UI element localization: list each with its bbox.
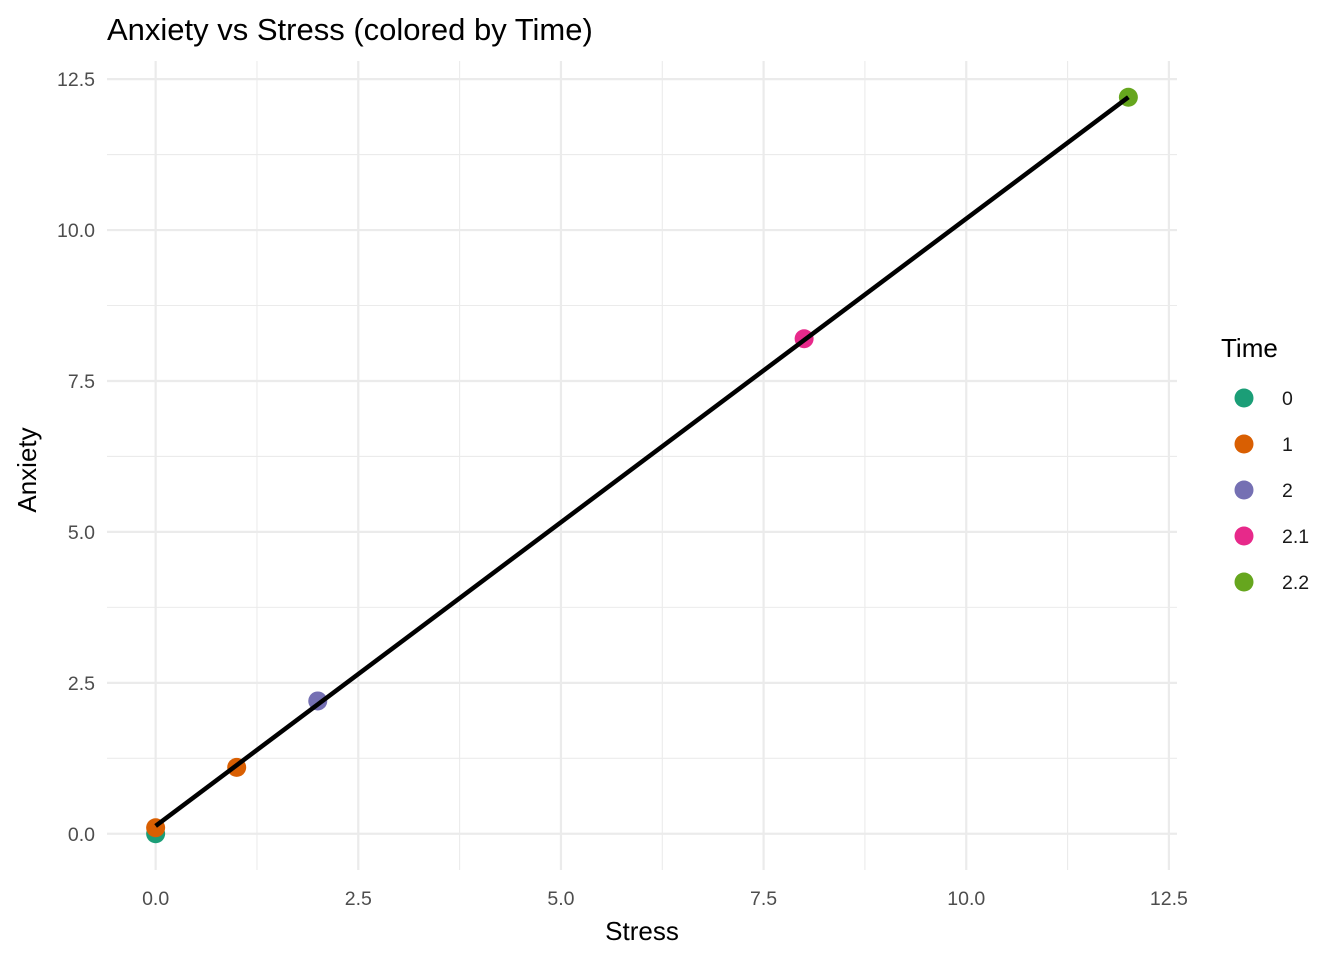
y-tick-label: 5.0: [68, 522, 95, 544]
x-tick-label: 7.5: [750, 888, 777, 910]
x-tick-label: 2.5: [345, 888, 372, 910]
chart-title: Anxiety vs Stress (colored by Time): [107, 12, 593, 47]
legend-key: [1234, 572, 1254, 592]
y-axis-title: Anxiety: [12, 427, 42, 512]
regression-line: [154, 95, 1130, 828]
legend-label: 2.2: [1282, 572, 1309, 594]
grid-layer: [107, 61, 1177, 870]
legend-label: 0: [1282, 388, 1293, 410]
legend-items: 0 1 2 2.1 2.2: [1234, 388, 1309, 594]
y-tick-label: 2.5: [68, 673, 95, 695]
legend-key: [1234, 434, 1254, 454]
tick-labels-layer: 0.0 2.5 5.0 7.5 10.0 12.5 0.0 2.5 5.0 7.5 10.0 12.5: [57, 69, 1188, 910]
legend-title: Time: [1221, 333, 1278, 363]
y-tick-label: 12.5: [57, 69, 95, 91]
y-tick-label: 10.0: [57, 220, 95, 242]
legend-key: [1234, 388, 1254, 408]
x-tick-label: 5.0: [547, 888, 574, 910]
y-tick-label: 7.5: [68, 371, 95, 393]
legend: Time 0 1 2 2.1 2.2: [1221, 333, 1309, 594]
x-tick-label: 12.5: [1150, 888, 1188, 910]
legend-label: 1: [1282, 434, 1293, 456]
y-tick-label: 0.0: [68, 824, 95, 846]
x-axis-title: Stress: [605, 916, 679, 946]
fit-line-layer: [154, 95, 1130, 828]
legend-key: [1234, 526, 1254, 546]
legend-label: 2.1: [1282, 526, 1309, 548]
x-tick-label: 0.0: [142, 888, 169, 910]
x-tick-label: 10.0: [947, 888, 985, 910]
legend-key: [1234, 480, 1254, 500]
legend-label: 2: [1282, 480, 1293, 502]
